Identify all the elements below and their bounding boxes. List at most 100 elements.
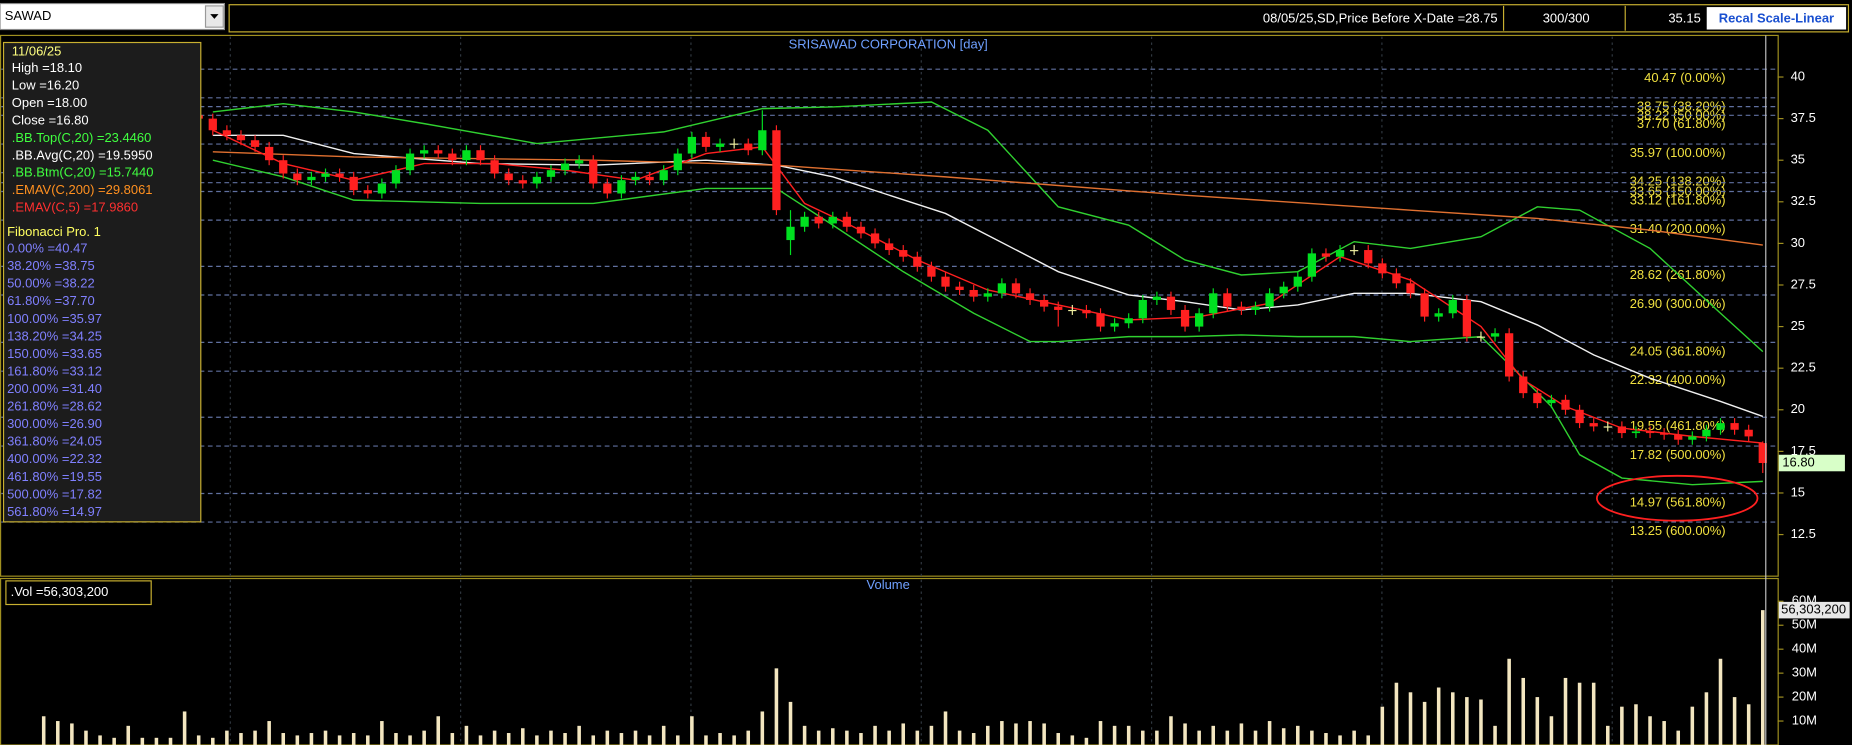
volume-bar bbox=[605, 730, 610, 745]
volume-bar bbox=[422, 730, 426, 745]
candle-body bbox=[1505, 333, 1514, 377]
symbol: SAWAD bbox=[5, 8, 52, 23]
candle-body bbox=[730, 143, 739, 145]
candle-body bbox=[1617, 426, 1627, 434]
candle-body bbox=[476, 150, 485, 161]
candle-body bbox=[758, 130, 767, 151]
candle-body bbox=[532, 176, 542, 184]
fib-row: 138.20% =34.25 bbox=[7, 328, 102, 343]
volume-bar bbox=[619, 733, 624, 745]
last-volume-label: 56,303,200 bbox=[1781, 602, 1846, 617]
candle-body bbox=[1096, 313, 1105, 327]
volume-bar bbox=[1239, 723, 1244, 745]
volume-bar bbox=[1479, 699, 1483, 745]
info-row: Close =16.80 bbox=[12, 112, 89, 127]
volume-bar bbox=[337, 735, 342, 745]
fib-label: 33.65 (150.00%) bbox=[1630, 184, 1726, 199]
volume-bar bbox=[1352, 730, 1356, 745]
candle-body bbox=[1068, 309, 1077, 312]
candle-body bbox=[391, 170, 401, 184]
candle-body bbox=[589, 160, 598, 184]
volume-bar bbox=[760, 711, 765, 745]
info-bar bbox=[228, 4, 1850, 33]
volume-bar bbox=[168, 737, 173, 745]
volume-bar bbox=[788, 701, 793, 745]
volume-bar bbox=[1253, 730, 1258, 745]
candle-body bbox=[1392, 273, 1401, 284]
candle-body bbox=[349, 176, 358, 191]
volume-bar bbox=[1662, 721, 1666, 745]
last-volume-box bbox=[1778, 601, 1850, 619]
fib-label: 14.97 (561.80%) bbox=[1630, 494, 1726, 509]
volume-bar bbox=[351, 733, 356, 745]
candle-body bbox=[744, 143, 753, 151]
volume-bar bbox=[1070, 735, 1075, 745]
y-tick-label: 20 bbox=[1791, 401, 1805, 416]
candle-body bbox=[1645, 431, 1655, 434]
volume-bar bbox=[84, 730, 88, 745]
volume-bar bbox=[986, 725, 990, 745]
volume-bar bbox=[1746, 704, 1751, 745]
candle-body bbox=[603, 183, 612, 194]
fib-label: 37.70 (61.80%) bbox=[1637, 116, 1726, 131]
candle-body bbox=[1011, 283, 1021, 294]
volume-bar bbox=[1267, 721, 1272, 745]
symbol-box[interactable] bbox=[0, 2, 226, 31]
volume-bar bbox=[323, 730, 328, 745]
volume-title: Volume bbox=[867, 577, 910, 592]
candle-body bbox=[1195, 313, 1204, 327]
volume-bar bbox=[56, 721, 60, 745]
volume-bar bbox=[802, 725, 807, 745]
volume-bar bbox=[182, 711, 187, 745]
candle-body bbox=[1758, 443, 1767, 464]
volume-bar bbox=[887, 730, 891, 745]
candle-body bbox=[518, 180, 527, 184]
y-tick-label: 40M bbox=[1792, 641, 1817, 656]
candle-body bbox=[955, 286, 964, 290]
candle-body bbox=[828, 216, 837, 224]
volume-bar bbox=[1197, 730, 1201, 745]
candle-body bbox=[293, 173, 302, 181]
fib-label: 31.40 (200.00%) bbox=[1630, 221, 1726, 236]
candle-body bbox=[1180, 309, 1190, 327]
volume-bar bbox=[1620, 706, 1624, 745]
volume-bar bbox=[1549, 716, 1554, 745]
recal-button[interactable] bbox=[1706, 7, 1847, 30]
volume-bar bbox=[1436, 687, 1441, 745]
candle-body bbox=[321, 173, 330, 177]
y-tick-label: 30M bbox=[1792, 665, 1817, 680]
candle-body bbox=[1462, 299, 1472, 337]
fib-label: 40.47 (0.00%) bbox=[1644, 70, 1725, 85]
candle-body bbox=[363, 190, 372, 194]
volume-bar bbox=[1507, 658, 1511, 745]
volume-bar bbox=[859, 733, 863, 745]
candle-body bbox=[1490, 333, 1500, 337]
candle-body bbox=[856, 226, 866, 234]
volume-bar bbox=[1591, 682, 1596, 745]
count: 300/300 bbox=[1543, 10, 1590, 25]
y-tick-label: 32.5 bbox=[1791, 193, 1816, 208]
candle-body bbox=[715, 143, 725, 147]
volume-bar bbox=[774, 668, 779, 745]
candle-body bbox=[969, 289, 978, 297]
volume-bar bbox=[366, 735, 370, 745]
volume-bar bbox=[1155, 730, 1159, 745]
candle-body bbox=[899, 250, 908, 257]
volume-bar bbox=[845, 730, 849, 745]
y-tick-label: 30 bbox=[1791, 235, 1805, 250]
fib-row: 261.80% =28.62 bbox=[7, 399, 102, 414]
candle-body bbox=[1744, 429, 1753, 437]
fib-label: 35.97 (100.00%) bbox=[1630, 145, 1726, 160]
candle-body bbox=[983, 293, 992, 297]
volume-bar bbox=[873, 725, 877, 745]
fib-row: 200.00% =31.40 bbox=[7, 381, 102, 396]
volume-bar bbox=[943, 711, 948, 745]
volume-bar bbox=[196, 735, 201, 745]
volume-bar bbox=[1577, 682, 1582, 745]
candle-body bbox=[448, 153, 457, 161]
recal-label: Recal Scale-Linear bbox=[1719, 10, 1834, 25]
last-price-label: 16.80 bbox=[1782, 454, 1814, 469]
y-tick-label: 17.5 bbox=[1791, 443, 1816, 458]
volume-bar bbox=[98, 735, 102, 745]
volume-bar bbox=[239, 733, 243, 745]
